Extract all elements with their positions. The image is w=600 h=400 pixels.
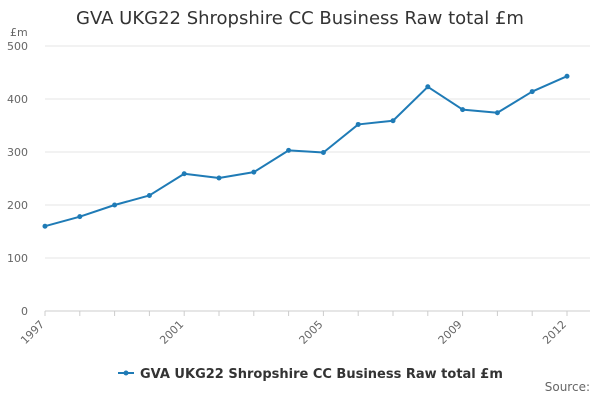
legend[interactable]: GVA UKG22 Shropshire CC Business Raw tot… — [118, 367, 503, 382]
y-tick-label: 200 — [7, 199, 28, 212]
data-point[interactable] — [251, 169, 257, 175]
source-label: Source: — [544, 380, 590, 394]
y-tick-label: 300 — [7, 146, 28, 159]
x-tick-label: 2005 — [297, 318, 326, 347]
y-axis-label: £m — [10, 26, 28, 39]
data-point[interactable] — [146, 192, 152, 198]
data-point[interactable] — [529, 89, 535, 95]
legend-marker — [123, 370, 129, 376]
legend-label[interactable]: GVA UKG22 Shropshire CC Business Raw tot… — [140, 367, 503, 382]
series-line — [44, 75, 568, 228]
x-tick-label: 2009 — [436, 318, 465, 347]
y-tick-label: 0 — [21, 305, 28, 318]
data-point[interactable] — [42, 223, 48, 229]
x-tick-label: 2001 — [157, 318, 186, 347]
data-point[interactable] — [390, 118, 396, 124]
data-point[interactable] — [494, 110, 500, 116]
series-layer — [42, 73, 570, 229]
data-point[interactable] — [286, 147, 292, 153]
y-tick-label: 500 — [7, 40, 28, 53]
axes: 0 100 200 300 400 500£m 1997 2001 2005 2009 2012 — [7, 26, 569, 347]
x-tick-label: 1997 — [18, 318, 47, 347]
data-point[interactable] — [355, 121, 361, 127]
data-point[interactable] — [564, 73, 570, 79]
data-point[interactable] — [216, 175, 222, 181]
data-point[interactable] — [77, 214, 83, 220]
y-tick-label: 400 — [7, 93, 28, 106]
data-point[interactable] — [181, 171, 187, 177]
grid-lines — [45, 45, 590, 312]
y-tick-label: 100 — [7, 252, 28, 265]
data-point[interactable] — [320, 150, 326, 156]
x-tick-label: 2012 — [540, 318, 569, 347]
data-point[interactable] — [112, 202, 118, 208]
chart-title: GVA UKG22 Shropshire CC Business Raw tot… — [76, 8, 524, 29]
data-point[interactable] — [425, 84, 431, 90]
data-point[interactable] — [460, 107, 466, 113]
